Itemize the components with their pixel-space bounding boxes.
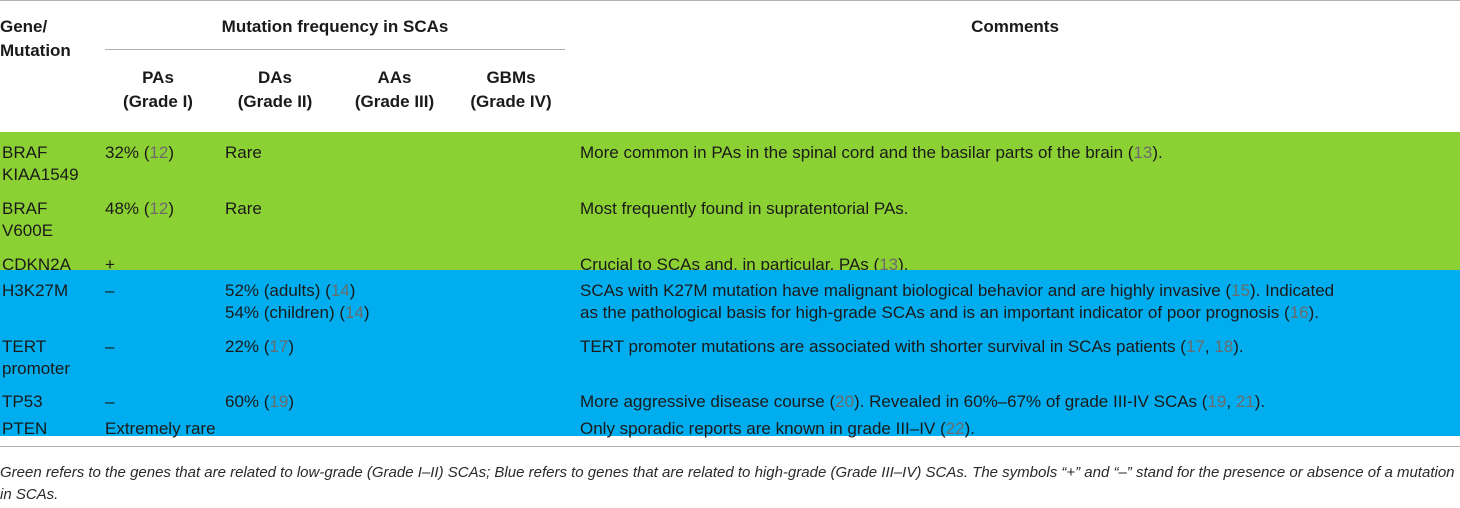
pas-cell: – [105, 281, 115, 300]
gene-cell: H3K27M [2, 281, 69, 300]
reference-link: 17 [269, 337, 289, 356]
comment-cell: SCAs with K27M mutation have malignant b… [580, 281, 1335, 300]
reference-link: 13 [879, 255, 899, 274]
table-footnote: Green refers to the genes that are relat… [0, 464, 1455, 503]
comment-cell: More common in PAs in the spinal cord an… [580, 143, 1163, 162]
header-mutation-frequency: Mutation frequency in SCAs [221, 17, 449, 36]
das-cell: 54% (children) (14) [225, 303, 370, 322]
table-row: CDKN2A + Crucial to SCAs and, in particu… [0, 247, 1460, 274]
das-cell: Rare [225, 143, 262, 162]
header-subrule [105, 49, 565, 50]
gene-cell: BRAF KIAA1549 [2, 143, 79, 184]
header-das: DAs (Grade II) [237, 68, 313, 111]
comment-cell: Crucial to SCAs and, in particular, PAs … [580, 255, 909, 274]
gene-cell: CDKN2A [2, 255, 71, 274]
das-cell: 22% (17) [225, 337, 295, 356]
table-row: TERT promoter – 22% (17) TERT promoter m… [0, 327, 1460, 382]
comment-cell: TERT promoter mutations are associated w… [580, 337, 1244, 356]
comment-cell: More aggressive disease course (20). Rev… [580, 392, 1266, 411]
gene-cell: TP53 [2, 392, 43, 411]
das-cell: 60% (19) [225, 392, 295, 411]
table-top-rule [0, 0, 1460, 1]
table-bottom-rule [0, 446, 1460, 447]
pas-cell: 48% (12) [105, 199, 175, 218]
reference-link: 22 [945, 419, 965, 438]
pas-cell: – [105, 337, 115, 356]
reference-link: 14 [345, 303, 364, 322]
table-row: BRAF V600E 48% (12) Rare Most frequently… [0, 188, 1460, 247]
pas-cell: Extremely rare [105, 419, 216, 438]
table-row: BRAF KIAA1549 32% (12) Rare More common … [0, 132, 1460, 188]
header-comments: Comments [971, 17, 1059, 36]
pas-cell: – [105, 392, 115, 411]
reference-link: 12 [149, 143, 169, 162]
pas-cell: + [105, 255, 115, 274]
das-cell: Rare [225, 199, 262, 218]
reference-link: 18 [1214, 337, 1234, 356]
table-row: PTEN Extremely rare Only sporadic report… [0, 414, 1460, 438]
reference-link: 16 [1289, 303, 1309, 322]
header-gene-mutation: Gene/ Mutation [0, 17, 71, 60]
reference-link: 15 [1231, 281, 1250, 300]
reference-link: 19 [269, 392, 289, 411]
reference-link: 13 [1133, 143, 1153, 162]
pas-cell: 32% (12) [105, 143, 175, 162]
reference-link: 17 [1185, 337, 1205, 356]
gene-cell: PTEN [2, 419, 48, 438]
reference-link: 20 [835, 392, 855, 411]
comment-cell: as the pathological basis for high-grade… [580, 303, 1319, 322]
das-cell: 52% (adults) (14) [225, 281, 356, 300]
table-row: H3K27M – 52% (adults) (14) 54% (children… [0, 270, 1460, 327]
table-row: TP53 – 60% (19) More aggressive disease … [0, 382, 1460, 414]
header-gbms: GBMs (Grade IV) [470, 68, 552, 111]
reference-link: 14 [330, 281, 350, 300]
comment-cell: Most frequently found in supratentorial … [580, 199, 909, 218]
comment-cell: Only sporadic reports are known in grade… [580, 419, 975, 438]
gene-cell: TERT promoter [2, 337, 71, 378]
reference-link: 19 [1207, 392, 1227, 411]
header-pas: PAs (Grade I) [123, 68, 193, 111]
reference-link: 12 [149, 199, 169, 218]
header-aas: AAs (Grade III) [354, 68, 435, 111]
reference-link: 21 [1235, 392, 1255, 411]
gene-cell: BRAF V600E [2, 199, 54, 240]
